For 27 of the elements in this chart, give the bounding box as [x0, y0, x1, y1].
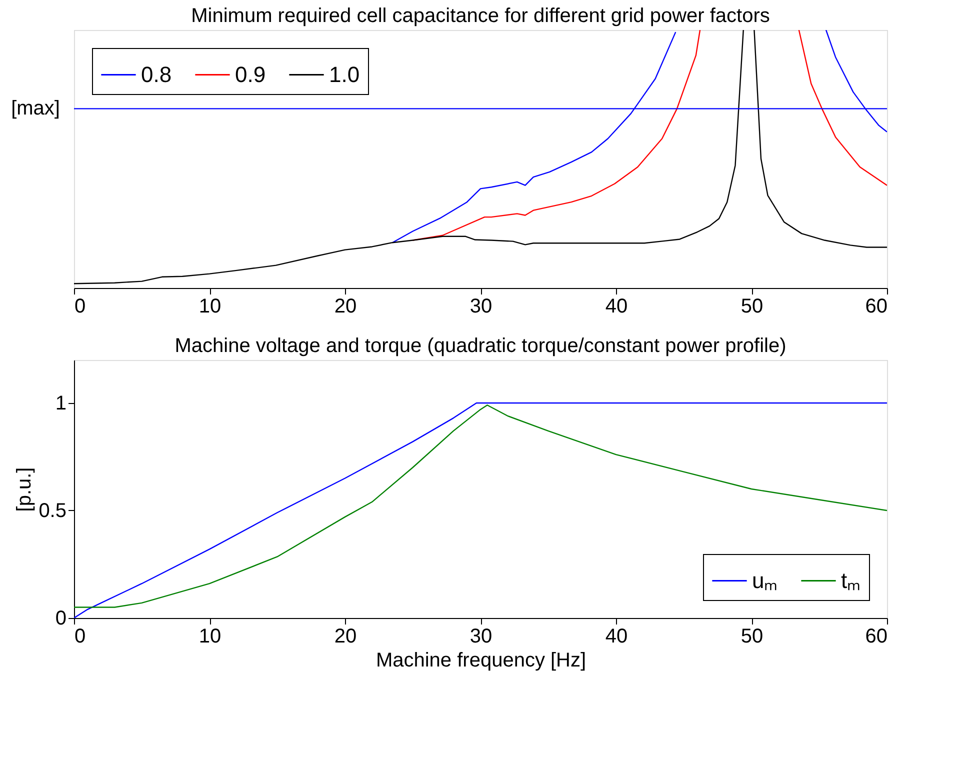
chart-title: Machine voltage and torque (quadratic torque/constant power profile) [174, 335, 786, 357]
x-tick-label: 60 [865, 296, 888, 318]
x-tick-label: 50 [740, 296, 764, 318]
legend-label: 1.0 [329, 62, 360, 87]
x-tick-label: 0 [74, 296, 86, 318]
y-tick-label: 0.5 [38, 500, 66, 522]
legend-label: 0.8 [141, 62, 172, 87]
y-axis-title: [p.u.] [14, 467, 36, 512]
x-tick-label: 20 [334, 626, 357, 648]
x-tick-label: 40 [605, 296, 628, 318]
x-tick-label: 50 [740, 626, 764, 648]
x-tick-label: 20 [334, 296, 357, 318]
ref-line-label: [max] [11, 98, 60, 120]
x-tick-label: 10 [198, 626, 222, 648]
legend-label: uₘ [752, 568, 778, 593]
x-tick-label: 0 [74, 626, 86, 648]
x-tick-label: 30 [470, 626, 492, 648]
y-tick-label: 0 [55, 608, 66, 630]
x-tick-label: 60 [865, 626, 888, 648]
legend-label: tₘ [841, 568, 860, 593]
x-tick-label: 10 [198, 296, 222, 318]
x-tick-label: 30 [470, 296, 492, 318]
chart-title: Minimum required cell capacitance for different grid power factors [191, 5, 770, 27]
y-tick-label: 1 [55, 392, 66, 414]
x-tick-label: 40 [605, 626, 628, 648]
legend-label: 0.9 [235, 62, 266, 87]
x-axis-title: Machine frequency [Hz] [376, 650, 586, 672]
